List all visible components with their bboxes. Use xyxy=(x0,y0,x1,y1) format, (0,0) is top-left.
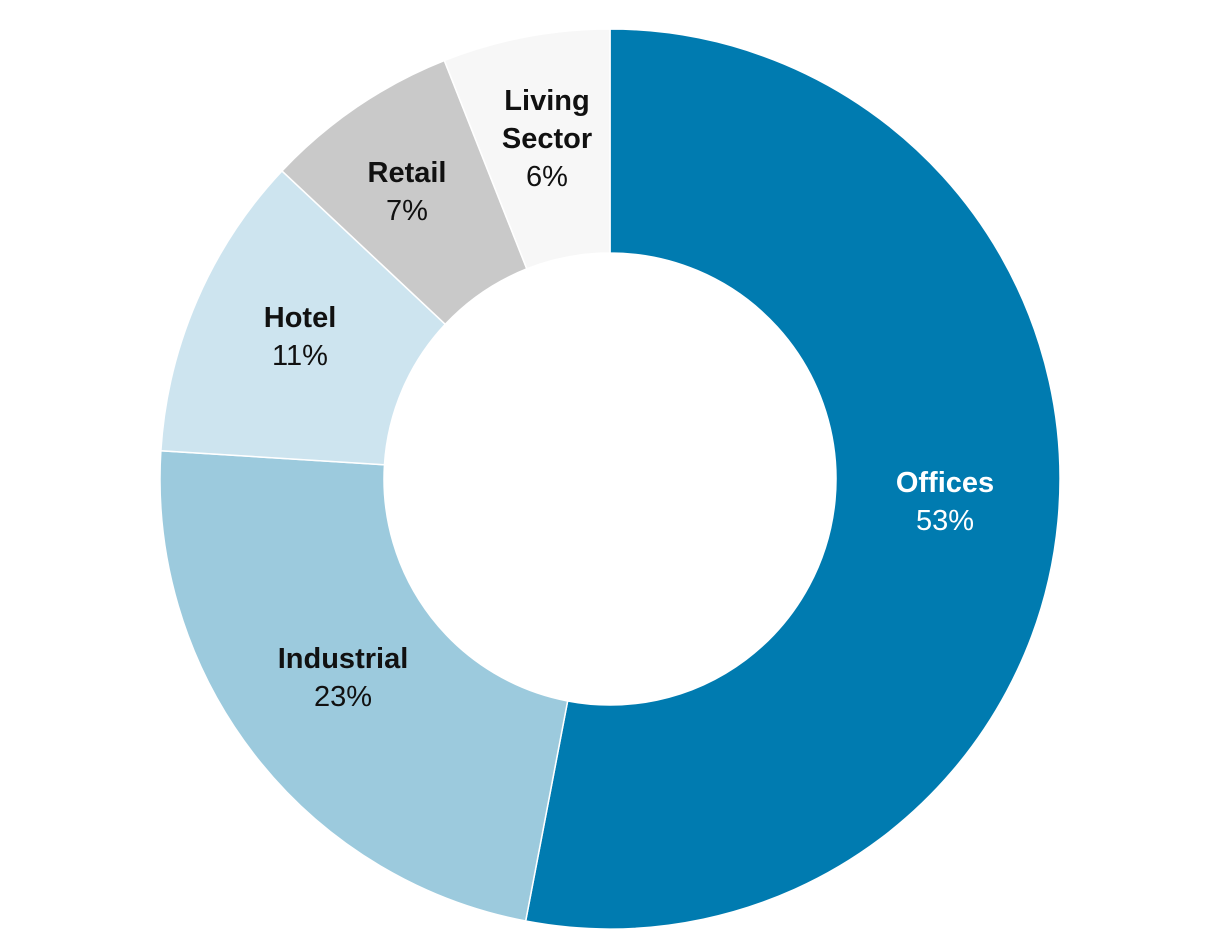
slice-name-living-sector: Sector xyxy=(502,123,592,155)
slice-value-retail: 7% xyxy=(386,195,428,227)
slices-group xyxy=(159,28,1061,930)
slice-offices xyxy=(524,28,1061,930)
slice-name-offices: Offices xyxy=(896,467,994,499)
slice-name-industrial: Industrial xyxy=(278,643,409,675)
slice-label-offices: Offices 53% xyxy=(896,467,994,537)
slice-value-living-sector: 6% xyxy=(526,161,568,193)
slice-industrial xyxy=(159,449,569,922)
slice-value-offices: 53% xyxy=(916,505,974,537)
slice-name-retail: Retail xyxy=(368,157,447,189)
slice-label-industrial: Industrial 23% xyxy=(278,643,409,713)
slice-name-living-sector: Living xyxy=(504,85,589,117)
slice-name-hotel: Hotel xyxy=(264,302,337,334)
slice-living-sector xyxy=(443,28,611,270)
slice-label-retail: Retail 7% xyxy=(368,157,447,227)
slice-value-industrial: 23% xyxy=(314,681,372,713)
slice-label-hotel: Hotel 11% xyxy=(264,302,337,372)
slice-value-hotel: 11% xyxy=(272,340,328,372)
slice-label-living-sector: Living Sector 6% xyxy=(502,85,592,193)
slice-hotel xyxy=(160,169,447,466)
labels-group: Offices 53% Industrial 23% Hotel 11% Retail 7% L… xyxy=(264,85,994,713)
